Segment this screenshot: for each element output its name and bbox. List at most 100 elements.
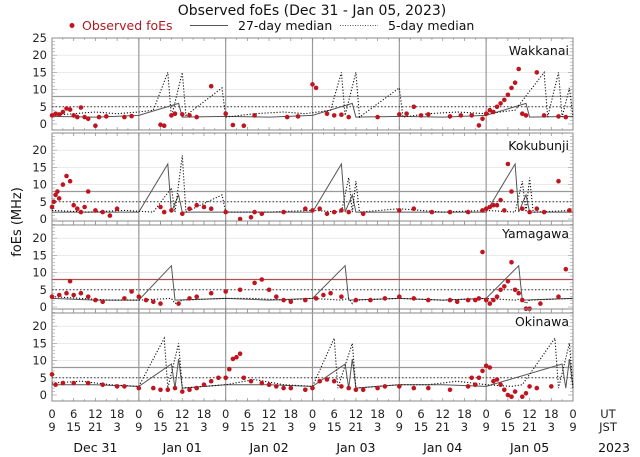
median5-line (51, 70, 574, 119)
observed-point (487, 301, 493, 306)
day-label: Dec 31 (73, 440, 117, 455)
day-label: Jan 05 (509, 440, 549, 455)
observed-point (187, 387, 192, 393)
x-tick-jst: 9 (48, 420, 55, 434)
observed-point (85, 116, 91, 122)
observed-point (454, 299, 460, 305)
observed-point (502, 208, 507, 213)
x-tick-jst: 15 (153, 420, 168, 434)
x-tick-ut: 0 (396, 407, 403, 421)
y-tick-label: 15 (32, 248, 47, 262)
observed-point (78, 105, 84, 110)
observed-point (465, 384, 471, 389)
observed-point (259, 211, 265, 217)
observed-point (49, 294, 55, 300)
x-tick-jst: 15 (414, 420, 429, 434)
observed-point (324, 111, 330, 116)
observed-point (107, 213, 113, 218)
ut-axis-label: UT (600, 407, 616, 421)
observed-point (281, 209, 286, 215)
observed-point (310, 82, 315, 87)
observed-point (346, 385, 352, 391)
observed-point (169, 113, 174, 118)
observed-point (447, 114, 453, 119)
x-tick-jst: 21 (435, 420, 450, 434)
observed-point (563, 266, 569, 272)
y-tick-label: 20 (32, 48, 47, 62)
observed-point (161, 123, 167, 128)
observed-point (465, 297, 471, 303)
observed-point (60, 109, 66, 115)
observed-point (469, 375, 475, 381)
observed-point (382, 296, 388, 301)
observed-point (502, 387, 507, 393)
median5-line (51, 296, 574, 305)
median27-line (52, 162, 573, 213)
observed-point (252, 209, 257, 215)
x-tick-jst: 9 (222, 420, 229, 434)
x-tick-ut: 0 (222, 407, 229, 421)
y-tick-label: 20 (32, 143, 47, 157)
observed-point (67, 107, 73, 112)
x-tick-ut: 6 (504, 407, 511, 421)
observed-point (303, 297, 308, 303)
median27-line (51, 264, 574, 301)
observed-point (476, 375, 482, 381)
median27-line (52, 358, 574, 389)
observed-point (230, 356, 236, 362)
observed-point (317, 378, 323, 384)
x-tick-ut: 18 (283, 407, 298, 421)
observed-point (60, 182, 66, 187)
observed-point (122, 296, 127, 301)
observed-point (194, 385, 199, 391)
observed-point (151, 299, 156, 305)
observed-point (487, 365, 493, 370)
observed-point (85, 380, 91, 386)
observed-point (527, 209, 532, 215)
observed-point (100, 209, 105, 215)
observed-point (172, 111, 178, 116)
observed-point (71, 113, 76, 118)
day-label: Jan 02 (249, 440, 289, 455)
observed-point (266, 382, 272, 388)
observed-point (227, 366, 232, 372)
observed-point (520, 297, 525, 303)
observed-point (375, 114, 380, 120)
observed-point (494, 202, 500, 208)
observed-point (93, 123, 98, 128)
x-tick-ut: 18 (110, 407, 125, 421)
observed-point (241, 375, 247, 381)
observed-point (248, 378, 254, 384)
observed-point (397, 384, 402, 389)
observed-point (331, 209, 337, 215)
x-tick-ut: 18 (544, 407, 559, 421)
observed-point (187, 296, 192, 301)
observed-point (404, 111, 409, 116)
y-tick-label: 15 (32, 160, 47, 174)
observed-point (100, 299, 105, 305)
observed-point (194, 294, 199, 300)
observed-point (397, 208, 402, 213)
observed-point (93, 208, 98, 213)
observed-point (237, 216, 243, 222)
x-tick-jst: 3 (113, 420, 120, 434)
station-label: Yamagawa (501, 226, 569, 241)
observed-point (104, 114, 109, 119)
observed-point (67, 278, 73, 284)
observed-point (549, 384, 554, 389)
x-tick-ut: 0 (483, 407, 490, 421)
observed-point (208, 83, 214, 89)
station-label: Okinawa (515, 314, 569, 329)
x-tick-jst: 3 (374, 420, 381, 434)
observed-point (520, 394, 525, 400)
observed-point (483, 111, 489, 116)
observed-point (505, 392, 511, 398)
observed-point (567, 208, 572, 213)
observed-point (158, 301, 163, 306)
observed-point (491, 378, 496, 384)
observed-point (512, 389, 518, 394)
x-tick-jst: 21 (522, 420, 537, 434)
observed-point (64, 173, 69, 179)
observed-point (527, 384, 532, 389)
observed-point (274, 294, 279, 300)
